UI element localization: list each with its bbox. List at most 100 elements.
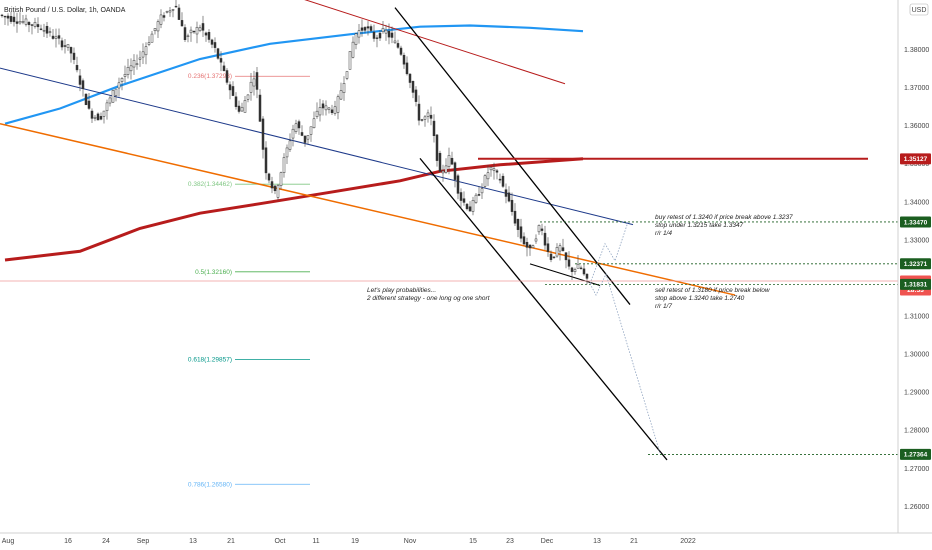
candle-body xyxy=(132,59,136,68)
candle-body xyxy=(72,52,76,60)
candle-body xyxy=(438,152,442,172)
candle-body xyxy=(114,88,118,96)
candle-body xyxy=(216,48,220,59)
candle-body xyxy=(36,24,40,28)
candle-body xyxy=(549,253,553,260)
candle-body xyxy=(507,192,511,202)
candle-body xyxy=(177,7,181,20)
fib-label: 0.786(1.26580) xyxy=(188,481,232,488)
candle-body xyxy=(162,15,166,18)
y-tick-label: 1.34000 xyxy=(904,199,929,206)
candle-body xyxy=(426,112,430,117)
candle-body xyxy=(231,86,235,96)
candle-body xyxy=(99,116,103,120)
x-tick-label: 15 xyxy=(469,538,477,545)
projection-path xyxy=(589,221,629,284)
candle-body xyxy=(402,54,406,65)
currency-badge[interactable] xyxy=(909,3,929,16)
candle-body xyxy=(462,198,466,203)
candle-body xyxy=(384,29,388,34)
candle-body xyxy=(138,57,142,60)
candle-body xyxy=(240,107,244,112)
currency-label: USD xyxy=(912,7,927,14)
candle-body xyxy=(489,166,493,171)
candle-body xyxy=(579,267,583,269)
candle-body xyxy=(288,140,292,150)
candle-body xyxy=(189,29,193,34)
candle-body xyxy=(324,105,328,111)
candle-body xyxy=(12,16,16,23)
candle-body xyxy=(465,203,469,210)
candle-body xyxy=(390,32,394,38)
candle-body xyxy=(0,14,4,17)
price-label-box xyxy=(900,278,931,290)
candle-body xyxy=(450,157,454,165)
candle-body xyxy=(540,228,544,231)
candle-body xyxy=(21,21,25,23)
fib-label: 0.618(1.29857) xyxy=(188,357,232,364)
candle-body xyxy=(201,23,205,31)
candle-body xyxy=(312,118,316,128)
candle-body xyxy=(495,170,499,173)
candle-body xyxy=(60,40,64,48)
candle-body xyxy=(306,135,310,140)
x-tick-label: Nov xyxy=(404,538,417,545)
candle-body xyxy=(528,244,532,249)
candle-body xyxy=(393,40,397,44)
x-tick-label: 19 xyxy=(351,538,359,545)
candle-body xyxy=(111,90,115,103)
price-label-box xyxy=(900,153,931,165)
candle-body xyxy=(447,155,451,167)
candle-body xyxy=(285,147,289,158)
price-label-text: 1.33470 xyxy=(904,219,928,226)
candle-body xyxy=(135,63,139,65)
candle-body xyxy=(78,75,82,85)
fib-label: 0.382(1.34462) xyxy=(188,181,232,188)
candle-body xyxy=(186,35,190,37)
candle-body xyxy=(534,238,538,242)
candle-body xyxy=(258,94,262,122)
candle-body xyxy=(69,47,73,54)
dashed-levels xyxy=(540,221,912,455)
candle-body xyxy=(273,185,277,192)
candle-body xyxy=(108,97,112,104)
candle-body xyxy=(378,32,382,39)
candle-body xyxy=(102,110,106,117)
candle-body xyxy=(198,27,202,31)
candle-body xyxy=(363,27,367,31)
candle-body xyxy=(387,31,391,38)
candle-body xyxy=(321,103,325,109)
candle-body xyxy=(561,247,565,251)
candle-body xyxy=(150,33,154,43)
candle-body xyxy=(96,113,100,121)
candle-body xyxy=(432,120,436,136)
candle-body xyxy=(282,157,286,173)
candle-body xyxy=(105,102,109,112)
y-tick-labels: 1.38000 1.37000 1.36000 1.35000 1.34000 1.330… xyxy=(904,47,929,511)
fib-label: 0.5(1.32160) xyxy=(195,269,232,276)
candle-body xyxy=(210,39,214,45)
candle-body xyxy=(174,5,178,8)
x-tick-labels[interactable]: Aug 16 24 Sep 13 21 Oct 11 19 Nov 15 23 Dec 13 21 2022 xyxy=(2,538,696,545)
candle-body xyxy=(183,27,187,41)
candle-body xyxy=(180,20,184,27)
candle-body xyxy=(54,36,58,39)
y-tick-label: 1.36000 xyxy=(904,123,929,130)
candle-body xyxy=(267,173,271,181)
candle-body xyxy=(405,62,409,75)
candle-body xyxy=(525,241,529,248)
candle-body xyxy=(417,103,421,121)
annotation-text: 2 different strategy - one long og one s… xyxy=(366,295,491,302)
candle-body xyxy=(345,71,349,79)
candle-body xyxy=(249,81,253,93)
candle-body xyxy=(6,15,10,19)
y-tick-label: 1.35000 xyxy=(904,161,929,168)
candle-body xyxy=(87,100,91,109)
candle-body xyxy=(309,126,313,135)
candle-body xyxy=(270,181,274,189)
y-tick-label: 1.38000 xyxy=(904,47,929,54)
annotation-text: sell retest of 1.3180 if price break bel… xyxy=(655,287,771,294)
candle-body xyxy=(543,232,547,246)
candle-body xyxy=(318,107,322,116)
